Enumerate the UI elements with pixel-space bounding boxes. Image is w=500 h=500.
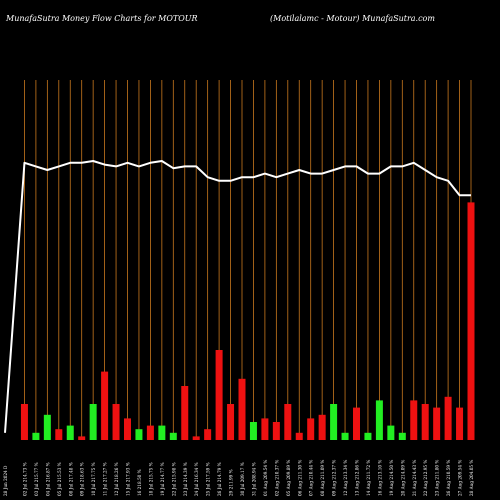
- x-tick-label: 03 Jul 215.77 %: [34, 462, 39, 496]
- money-flow-bar: [135, 429, 143, 440]
- money-flow-bar: [456, 407, 464, 440]
- x-tick-label: 12 Aug 213.34 %: [343, 460, 348, 496]
- x-tick-label: 22 Aug 212.95 %: [423, 460, 428, 496]
- x-tick-label: 02 Aug 210.37 %: [274, 460, 279, 496]
- money-flow-bar: [43, 414, 51, 440]
- x-tick-label: 16 218.50 %: [137, 469, 142, 496]
- x-tick-label: 10 Jul 217.75 %: [91, 462, 96, 496]
- x-tick-label: 28 Aug 204.05 %: [469, 460, 474, 496]
- money-flow-bar: [249, 422, 257, 440]
- price-line: [4, 160, 471, 433]
- x-tick-label: 23 Jul 214.39 %: [183, 462, 188, 496]
- x-tick-label: 07 Aug 210.44 %: [309, 460, 314, 496]
- x-tick-label: 26 Jul 214.79 %: [217, 462, 222, 496]
- money-flow-bar: [78, 436, 86, 440]
- money-flow-bar: [158, 425, 166, 440]
- money-flow-bar: [433, 407, 441, 440]
- money-flow-bar: [330, 404, 338, 440]
- x-tick-label: 01 Aug 209.54 %: [263, 460, 268, 496]
- x-tick-label: 09 Jul 218.63 %: [80, 462, 85, 496]
- money-flow-bar: [421, 404, 429, 440]
- money-flow-bar: [146, 425, 154, 440]
- money-flow-bar: [169, 432, 177, 440]
- money-flow-bar: [398, 432, 406, 440]
- money-flow-bar: [284, 404, 292, 440]
- money-flow-bar: [364, 432, 372, 440]
- x-tick-label: 19 Jul 214.77 %: [160, 462, 165, 496]
- x-tick-label: 16 Aug 213.10 %: [377, 460, 382, 496]
- chart-header-right: (Motilalamc - Motour) MunafaSutra.com: [270, 14, 435, 23]
- money-flow-bar: [318, 414, 326, 440]
- money-flow-bar: [467, 202, 475, 440]
- x-tick-label: 18 Jul 215.75 %: [148, 462, 153, 496]
- money-flow-bar: [238, 378, 246, 440]
- money-flow-bar: [192, 436, 200, 440]
- money-flow-bar: [410, 400, 418, 440]
- x-tick-label: 25 Jul 217.59 %: [206, 462, 211, 496]
- x-tick-label: 20 Aug 214.09 %: [400, 460, 405, 496]
- x-tick-label: 19 Aug 214.50 %: [389, 460, 394, 496]
- x-tick-label: 04 Jul 216.87 %: [45, 462, 50, 496]
- money-flow-bar: [112, 404, 120, 440]
- money-flow-bar: [353, 407, 360, 440]
- money-flow-bar: [444, 396, 452, 440]
- x-tick-label: 31 Jul 208.94 %: [251, 462, 256, 496]
- x-tick-label: 14 Aug 211.72 %: [366, 460, 371, 496]
- x-tick-label: 29 211.99 %: [229, 469, 234, 496]
- x-tick-label: 26 Aug 210.59 %: [446, 460, 451, 496]
- money-flow-bar: [227, 404, 235, 440]
- money-flow-bar: [272, 422, 280, 440]
- money-flow-bar: [204, 429, 212, 440]
- money-flow-bar: [101, 371, 109, 440]
- money-flow-bar: [181, 386, 189, 440]
- money-flow-bar: [215, 350, 223, 440]
- x-tick-label: 22 Jul 215.98 %: [171, 462, 176, 496]
- money-flow-bar: [295, 432, 303, 440]
- money-flow-bar: [375, 400, 383, 440]
- x-tick-label: 05 Jul 215.53 %: [57, 462, 62, 496]
- money-flow-bar: [341, 432, 349, 440]
- x-tick-label: 02 Jul 214.73 %: [22, 462, 27, 496]
- x-tick-label: 09 Aug 212.37 %: [332, 460, 337, 496]
- x-tick-label: 11 Jul 217.27 %: [103, 462, 108, 496]
- x-tick-label: 15 Jul 217.93 %: [126, 462, 131, 496]
- money-flow-bar: [66, 425, 74, 440]
- money-flow-bar: [261, 418, 269, 440]
- money-flow-bar: [32, 432, 40, 440]
- x-tick-label: 12 Jul 218.26 %: [114, 462, 119, 496]
- x-tick-label: 28 Jun 2024 D: [3, 465, 8, 496]
- x-tick-label: 24 Jul 216.34 %: [194, 462, 199, 496]
- x-tick-label: 27 Aug 209.54 %: [458, 460, 463, 496]
- x-tick-label: 05 Aug 209.89 %: [286, 460, 291, 496]
- x-tick-label: 21 Aug 214.43 %: [412, 460, 417, 496]
- money-flow-bar: [387, 425, 395, 440]
- money-flow-bar: [307, 418, 315, 440]
- x-tick-label: 13 Aug 212.86 %: [355, 460, 360, 496]
- x-tick-label: 06 Aug 211.30 %: [297, 460, 302, 496]
- money-flow-bar: [20, 404, 28, 440]
- x-tick-label: 23 Aug 211.80 %: [435, 460, 440, 496]
- chart-header-left: MunafaSutra Money Flow Charts for MOTOUR: [6, 14, 198, 23]
- x-tick-label: 08 Aug 211.09 %: [320, 460, 325, 496]
- x-tick-label: 08 Jul 217.48 %: [68, 462, 73, 496]
- money-flow-bar: [55, 429, 63, 440]
- x-tick-label: 30 Jul 209.17 %: [240, 462, 245, 496]
- money-flow-bar: [89, 404, 97, 440]
- money-flow-bar: [124, 418, 131, 440]
